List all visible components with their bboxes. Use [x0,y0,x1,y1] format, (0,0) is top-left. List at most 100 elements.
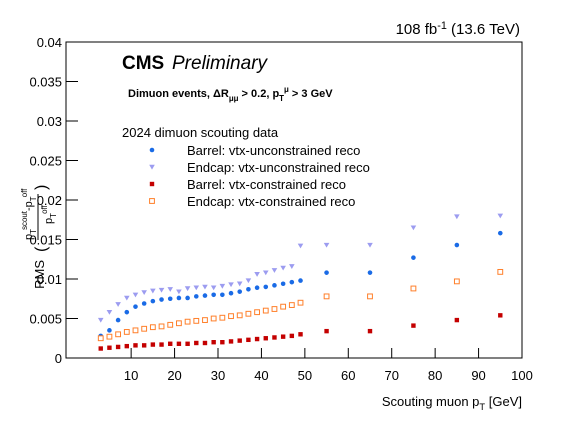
point [176,320,182,327]
point [272,283,277,288]
text-part: T [479,402,485,412]
point [367,242,373,248]
point [454,242,460,248]
point [219,314,226,321]
point [245,278,252,284]
x-tick-label: 70 [384,368,398,383]
point [272,335,277,340]
point [411,323,416,328]
point [410,225,417,231]
text-part: p [43,218,55,224]
point [297,243,304,249]
y-tick-label: 0.02 [37,193,62,208]
point [124,295,130,301]
point [106,333,113,340]
point [202,317,208,323]
point [289,264,295,269]
text-part: off [20,188,29,197]
point [150,288,156,294]
point [115,331,122,338]
point [254,309,260,316]
point [271,268,278,273]
point [262,307,269,314]
text-part: Scouting muon p [382,394,480,409]
point [132,327,139,334]
legend-label: Endcap: vtx-constrained reco [187,194,355,209]
legend-label: Barrel: vtx-constrained reco [187,177,346,192]
point [236,281,243,287]
point [237,338,242,343]
point [115,344,121,350]
legend-title: 2024 dimuon scouting data [122,125,279,140]
x-tick-label: 100 [511,368,533,383]
text-part: T [29,229,38,234]
point [141,301,147,306]
text-part: 108 fb [396,21,438,38]
point [202,340,208,346]
y-tick-label: 0 [55,351,62,366]
point [237,289,243,294]
rich-text: pToff [40,204,58,224]
point [367,293,373,300]
y-tick-label: 0.03 [37,114,62,129]
text-part: -p [23,201,35,211]
point [453,278,460,285]
rich-text: 108 fb-1 (13.6 TeV) [396,20,520,38]
point [219,283,226,289]
point [176,289,182,295]
point [149,164,155,170]
point [323,242,330,248]
x-tick-label: 20 [167,368,181,383]
y-label-paren: ) [33,185,50,190]
point [263,284,269,290]
point [298,332,303,337]
point [271,306,278,312]
y-label-paren: ( [33,246,50,252]
point [133,343,138,348]
text-part: p [23,234,35,240]
rich-text: Scouting muon pT [GeV] [382,394,522,412]
x-tick-label: 40 [254,368,268,383]
point [211,292,216,298]
text-part: scout [20,210,29,230]
point [141,290,147,296]
point [167,287,174,292]
point [98,346,103,351]
point [297,299,304,306]
text-part: Dimuon events, ΔR [128,88,229,100]
point [193,294,199,299]
y-tick-label: 0.035 [29,75,62,90]
point [184,286,191,292]
x-tick-label: 90 [471,368,485,383]
cms-label: CMS [122,53,164,74]
point [124,309,130,315]
point [262,270,269,276]
point [289,333,295,339]
point [228,313,234,320]
point [236,312,243,319]
point [254,272,260,277]
y-tick-label: 0.01 [37,272,62,287]
point [211,340,216,345]
text-part: T [29,196,38,201]
point [158,287,165,293]
point [202,284,208,290]
text-part: -1 [437,20,447,32]
point [115,302,121,307]
point [367,270,373,275]
point [185,341,190,346]
legend-label: Barrel: vtx-unconstrained reco [187,143,360,158]
point [454,214,460,220]
point [280,334,286,339]
point [107,345,112,350]
point [193,317,200,324]
point [97,317,104,323]
text-part: off [40,204,49,213]
point [97,335,104,342]
point [133,304,138,309]
point [324,328,329,334]
point [228,339,234,344]
point [367,328,373,334]
